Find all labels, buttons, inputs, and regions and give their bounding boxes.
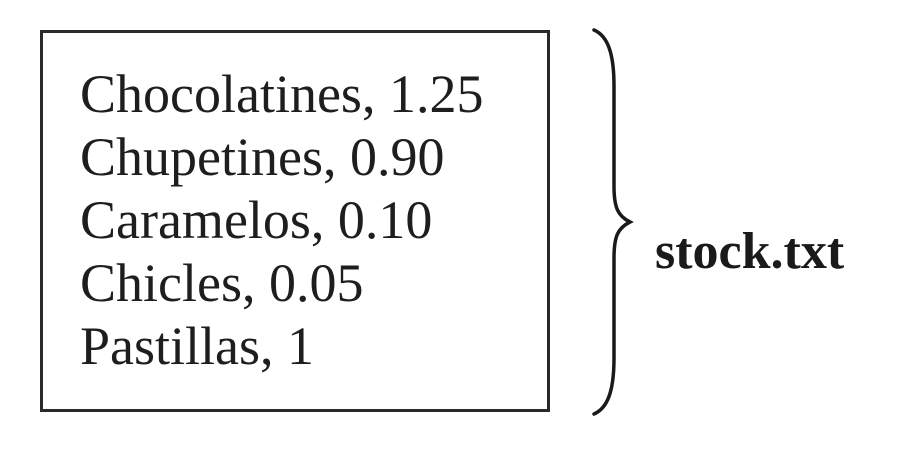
file-line-4: Chicles, 0.05: [80, 253, 364, 313]
file-line-1: Chocolatines, 1.25: [80, 64, 484, 124]
file-line-5: Pastillas, 1: [80, 316, 315, 376]
file-contents-box: Chocolatines, 1.25 Chupetines, 0.90 Cara…: [40, 30, 550, 412]
file-line-2: Chupetines, 0.90: [80, 127, 445, 187]
right-curly-brace-icon: [592, 28, 634, 416]
file-line-3: Caramelos, 0.10: [80, 190, 433, 250]
file-lines: Chocolatines, 1.25 Chupetines, 0.90 Cara…: [80, 63, 483, 378]
file-name-label: stock.txt: [655, 223, 845, 280]
